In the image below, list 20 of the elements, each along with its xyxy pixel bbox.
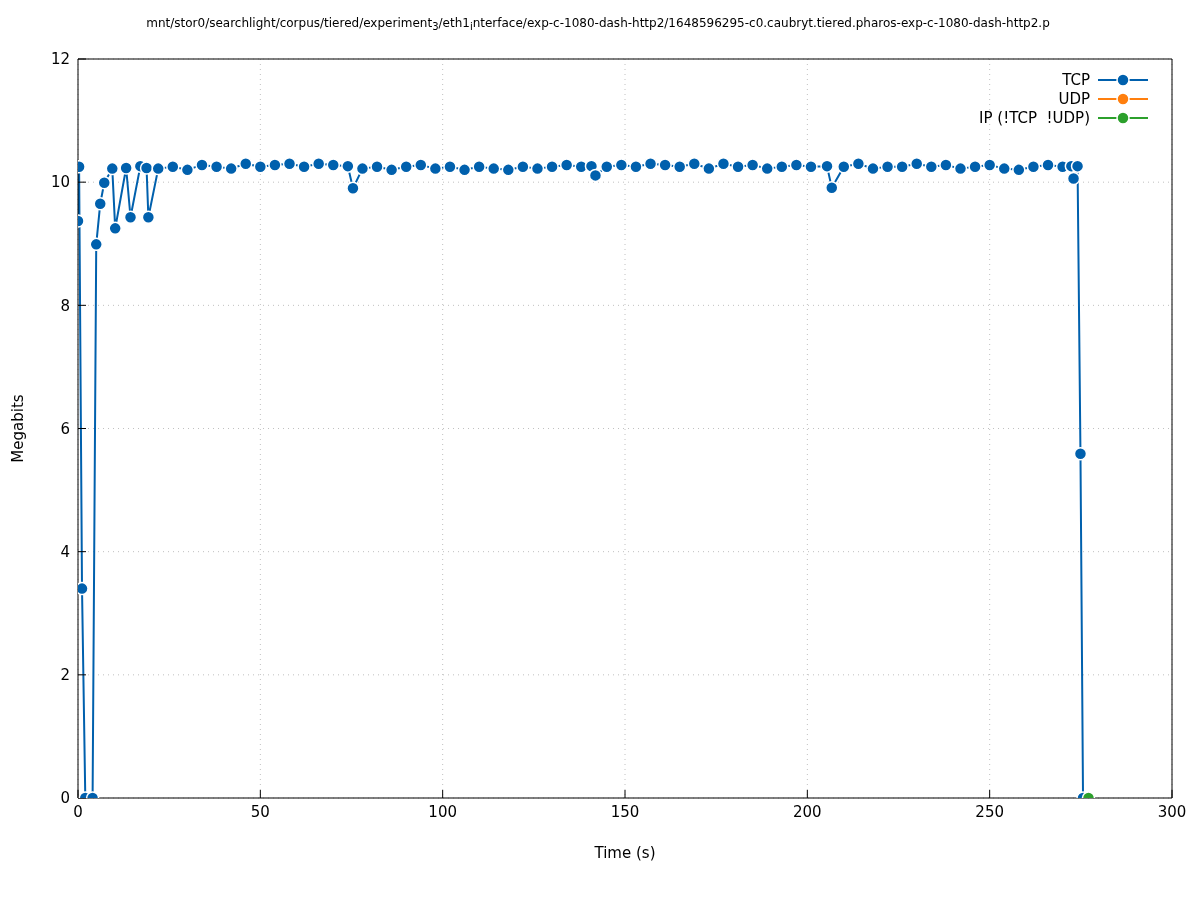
x-tick-label: 300 — [1157, 802, 1187, 821]
x-tick-label: 50 — [250, 802, 270, 821]
x-tick-label: 150 — [610, 802, 640, 821]
y-tick-label: 8 — [60, 296, 70, 315]
x-axis-title: Time (s) — [593, 844, 656, 862]
y-tick-label: 4 — [60, 542, 70, 561]
y-tick-label: 10 — [50, 173, 70, 192]
x-tick-label: 250 — [975, 802, 1004, 821]
chart-title: mnt/stor0/searchlight/corpus/tiered/experiment$_{3}$/eth1$_{i}$nterface/exp-c-1080-dash-http2/1648596295-c0.caubryt.tiered.pharos-exp-c-1080-dash-http2.p — [145, 15, 1051, 35]
y-tick-label: 6 — [60, 419, 70, 438]
x-tick-label: 200 — [793, 802, 822, 821]
x-tick-label: 100 — [428, 802, 457, 821]
legend-label: TCP — [1062, 70, 1090, 89]
y-tick-label: 0 — [60, 789, 70, 808]
y-tick-label: 2 — [60, 666, 70, 685]
legend-label: UDP — [1058, 89, 1090, 108]
legend-label: IP (!TCP !UDP) — [979, 108, 1090, 127]
x-tick-label: 0 — [73, 802, 83, 821]
y-tick-label: 12 — [50, 50, 70, 69]
y-axis-title: Megabits — [9, 394, 28, 463]
